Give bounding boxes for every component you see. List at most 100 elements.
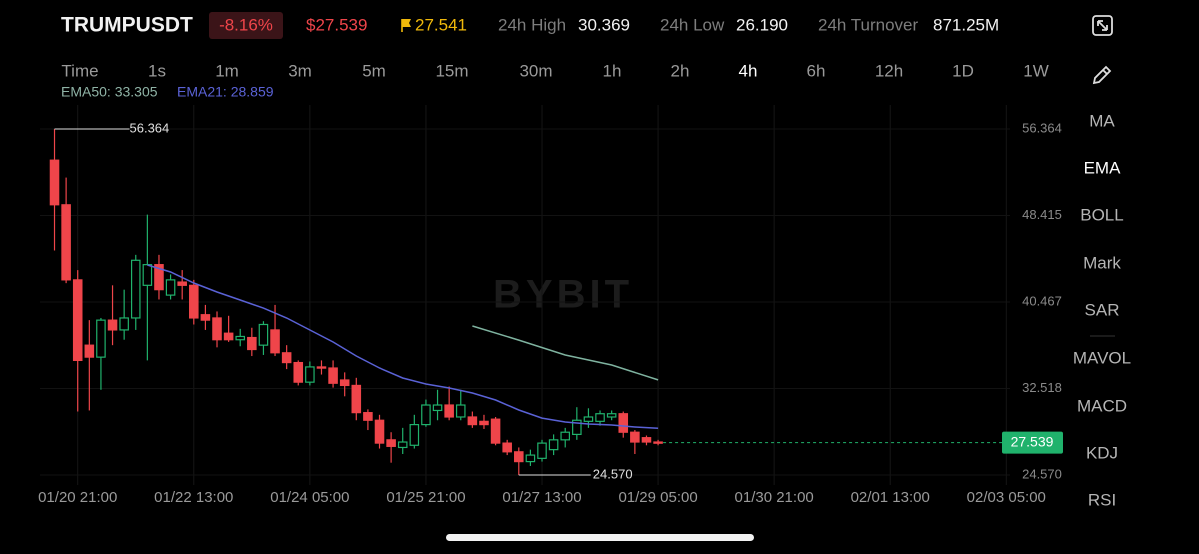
timeframe[interactable]: 6h — [807, 61, 826, 80]
candle-body — [351, 384, 362, 414]
last-price-label: 27.539 — [1011, 433, 1054, 449]
candle-body — [130, 259, 141, 319]
timeframe[interactable]: 1W — [1023, 61, 1049, 80]
draw-icon[interactable] — [1092, 65, 1112, 85]
timeframe[interactable]: 5m — [362, 61, 386, 80]
candle-body — [165, 279, 176, 296]
indicator[interactable]: MACD — [1077, 396, 1127, 415]
candle-body — [247, 336, 257, 351]
timeframe[interactable]: 1m — [215, 61, 239, 80]
candle-body — [386, 439, 396, 447]
x-tick-label: 01/20 21:00 — [38, 489, 117, 506]
indicator[interactable]: KDJ — [1086, 443, 1118, 462]
candle-body — [490, 418, 501, 444]
candle-body — [641, 437, 652, 443]
candle-body — [455, 404, 466, 418]
symbol[interactable]: TRUMPUSDT — [61, 14, 193, 37]
timeframe[interactable]: 3m — [288, 61, 312, 80]
candle-body — [316, 366, 327, 369]
timeframe[interactable]: 15m — [435, 61, 468, 80]
candle-body — [397, 441, 408, 449]
stat-label: 24h Low — [660, 15, 725, 34]
y-tick-label: 40.467 — [1022, 293, 1062, 308]
x-tick-label: 01/25 21:00 — [386, 489, 465, 506]
candle-body — [595, 413, 605, 422]
candle-body — [189, 284, 199, 319]
candle-body — [281, 352, 292, 364]
candle-body — [618, 413, 629, 433]
indicator[interactable]: MAVOL — [1073, 348, 1131, 367]
flag-icon — [401, 19, 411, 32]
fullscreen-icon[interactable] — [1092, 15, 1113, 36]
candle-body — [119, 317, 129, 331]
indicator[interactable]: BOLL — [1080, 205, 1123, 224]
candle-body — [305, 366, 315, 383]
stat-label: 24h High — [498, 15, 566, 34]
x-tick-label: 02/03 05:00 — [967, 489, 1046, 506]
candle-body — [339, 379, 350, 387]
y-tick-label: 48.415 — [1022, 207, 1062, 222]
candle-body — [572, 419, 582, 435]
candle-body — [444, 404, 454, 418]
candle-body — [537, 442, 547, 459]
y-tick-label: 32.518 — [1022, 380, 1062, 395]
indicator[interactable]: MA — [1089, 111, 1115, 130]
y-tick-label: 56.364 — [1022, 120, 1062, 135]
candle-body — [96, 319, 106, 358]
candle-body — [223, 332, 234, 341]
candle-body — [154, 264, 164, 291]
stat-value: 30.369 — [578, 15, 630, 34]
timeframe[interactable]: 1h — [603, 61, 622, 80]
candle-body — [72, 279, 83, 362]
ema-legend: EMA50: 33.305 — [61, 84, 158, 100]
candle-body — [200, 314, 211, 321]
candle-body — [293, 361, 304, 383]
candle-body — [61, 204, 71, 281]
x-tick-label: 01/27 13:00 — [502, 489, 581, 506]
ema-line — [147, 264, 659, 430]
timeframe[interactable]: 1s — [148, 61, 166, 80]
ema-line — [472, 325, 659, 381]
watermark: BYBIT — [493, 273, 633, 317]
candle-body — [49, 159, 60, 206]
indicator[interactable]: Mark — [1083, 253, 1121, 272]
candle-body — [328, 367, 338, 384]
indicator[interactable]: SAR — [1085, 300, 1120, 319]
high-marker-label: 56.364 — [130, 120, 170, 135]
timeframe[interactable]: 4h — [739, 61, 758, 80]
timeframe[interactable]: 12h — [875, 61, 903, 80]
candle-body — [479, 420, 489, 426]
candle-body — [107, 319, 118, 331]
candle-body — [432, 404, 443, 412]
y-tick-label: 24.570 — [1022, 466, 1062, 481]
timeframe[interactable]: 2h — [671, 61, 690, 80]
candle-body — [142, 264, 153, 286]
candle-body — [525, 454, 536, 463]
candle-body — [258, 323, 269, 346]
candle-body — [548, 439, 559, 451]
indicator[interactable]: RSI — [1088, 490, 1116, 509]
candle-body — [502, 442, 512, 453]
candle-body — [421, 404, 431, 426]
candle-body — [583, 416, 594, 422]
x-tick-label: 01/30 21:00 — [735, 489, 814, 506]
candle-body — [177, 281, 187, 286]
candle-body — [270, 329, 280, 354]
timeframe[interactable]: 30m — [519, 61, 552, 80]
candle-body — [409, 424, 420, 446]
candle-body — [212, 317, 222, 341]
candle-body — [374, 419, 385, 444]
x-tick-label: 01/24 05:00 — [270, 489, 349, 506]
last-price: $27.539 — [306, 15, 367, 34]
timeframe[interactable]: 1D — [952, 61, 974, 80]
x-tick-label: 01/22 13:00 — [154, 489, 233, 506]
x-tick-label: 02/01 13:00 — [851, 489, 930, 506]
candle-body — [514, 451, 524, 463]
candle-body — [630, 431, 640, 443]
candle-body — [84, 344, 95, 358]
indicator[interactable]: EMA — [1084, 158, 1122, 177]
timeframe[interactable]: Time — [61, 61, 98, 80]
